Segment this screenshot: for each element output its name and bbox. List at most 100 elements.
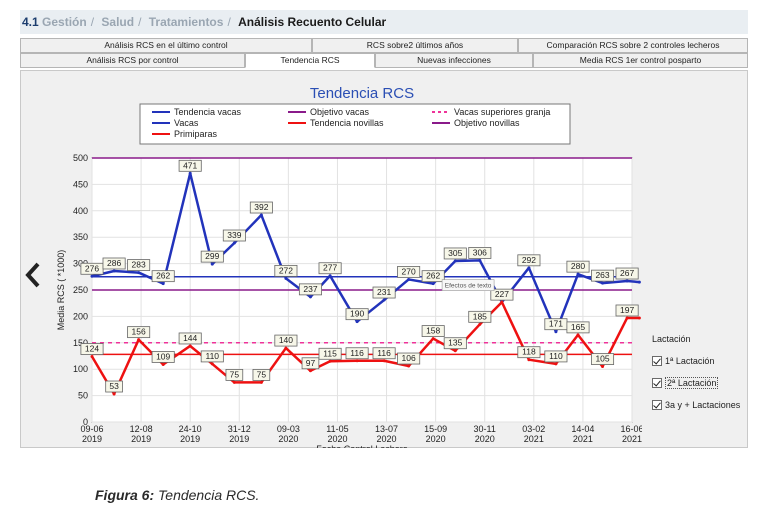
data-label: 339 (227, 230, 241, 240)
data-label-box (490, 288, 514, 301)
data-point (232, 380, 236, 384)
tab-rcs-por-control[interactable]: Análisis RCS por control (20, 53, 245, 68)
data-point (576, 272, 580, 276)
data-label: 158 (426, 326, 440, 336)
chart-title: Tendencia RCS (310, 85, 414, 102)
data-label-box (591, 269, 615, 282)
x-tick-label: 09-06 (80, 424, 103, 434)
data-point (355, 359, 359, 363)
data-label: 116 (377, 348, 391, 358)
x-tick-year: 2019 (82, 434, 102, 444)
data-point (478, 322, 482, 326)
data-label: 140 (279, 335, 293, 345)
data-label: 171 (549, 319, 563, 329)
data-label-box (443, 337, 467, 350)
data-point (431, 282, 435, 286)
tooltip-text: Efectos de texto (445, 283, 492, 290)
data-label-box (397, 266, 421, 278)
data-point (308, 295, 312, 299)
data-label-box (222, 229, 246, 242)
data-point (284, 276, 288, 280)
data-label: 135 (448, 338, 462, 348)
data-point (308, 369, 312, 373)
tab-nuevas-infecciones[interactable]: Nuevas infecciones (375, 53, 533, 68)
data-label: 106 (402, 353, 416, 363)
data-point (382, 359, 386, 363)
x-tick-year: 2020 (377, 434, 397, 444)
x-tick-label: 30-11 (474, 424, 496, 434)
data-label: 197 (620, 305, 634, 315)
x-tick-label: 16-06 (620, 424, 642, 434)
data-point (137, 338, 141, 342)
breadcrumb-gestion[interactable]: Gestión (42, 15, 87, 29)
legend-label: Vacas (174, 118, 199, 128)
x-tick-label: 14-04 (571, 424, 594, 434)
legend-label: Primiparas (174, 129, 218, 139)
data-point (210, 262, 214, 266)
option-1a-lactacion[interactable]: 1ª Lactación (652, 356, 714, 366)
data-point (554, 362, 558, 366)
x-tick-year: 2020 (278, 434, 298, 444)
tab-comparacion-rcs[interactable]: Comparación RCS sobre 2 controles lecher… (518, 38, 748, 53)
data-label-box (517, 254, 541, 267)
x-tick-year: 2019 (131, 434, 151, 444)
data-label: 272 (279, 265, 293, 275)
lactacion-title: Lactación (652, 334, 691, 344)
data-point (112, 269, 116, 273)
data-label: 471 (183, 160, 197, 170)
checkbox-3a-lactaciones[interactable] (652, 400, 662, 410)
caption-text: Tendencia RCS. (154, 487, 260, 503)
data-point (576, 333, 580, 337)
data-point (161, 362, 165, 366)
data-label: 306 (473, 247, 487, 257)
tab-bar: Análisis RCS en el último control RCS so… (20, 38, 748, 68)
data-label: 262 (426, 271, 440, 281)
chart-legend (139, 103, 571, 145)
checkbox-1a-lactacion[interactable] (652, 356, 662, 366)
data-label-box (127, 326, 151, 339)
data-point (90, 355, 94, 359)
tab-rcs-2-anos[interactable]: RCS sobre2 últimos años (312, 38, 518, 53)
data-label: 116 (350, 348, 364, 358)
data-label-box (615, 304, 639, 317)
breadcrumb-salud[interactable]: Salud (101, 15, 135, 29)
data-point (453, 349, 457, 353)
tab-row-1: Análisis RCS en el último control RCS so… (20, 38, 748, 53)
y-axis-label: Media RCS ( *1000) (56, 250, 66, 331)
data-point (625, 316, 629, 320)
chevron-left-icon[interactable] (24, 262, 42, 288)
y-tick-label: 0 (83, 417, 88, 427)
data-label: 110 (549, 351, 563, 361)
x-tick-label: 03-02 (522, 424, 545, 434)
data-point (637, 316, 641, 320)
data-label-box (274, 264, 298, 277)
checkbox-2a-lactacion[interactable] (652, 378, 662, 388)
tab-rcs-ultimo-control[interactable]: Análisis RCS en el último control (20, 38, 312, 53)
x-tick-year: 2020 (475, 434, 495, 444)
y-tick-label: 500 (73, 153, 88, 163)
breadcrumb-tratamientos[interactable]: Tratamientos (148, 15, 224, 29)
data-label-box (225, 368, 244, 381)
tab-tendencia-rcs[interactable]: Tendencia RCS (245, 53, 375, 68)
data-label-box (298, 283, 322, 296)
y-tick-label: 200 (73, 311, 88, 321)
data-label: 227 (495, 289, 509, 299)
y-tick-label: 350 (73, 232, 88, 242)
data-label-box (468, 247, 492, 259)
data-label: 277 (323, 263, 337, 273)
option-2a-lactacion[interactable]: 2ª Lactación (652, 377, 719, 389)
data-label-box (252, 368, 271, 381)
data-point (554, 330, 558, 334)
data-label-box (615, 267, 639, 280)
data-label-box (517, 346, 541, 359)
data-label: 105 (595, 354, 609, 364)
data-label: 267 (620, 268, 634, 278)
tab-media-rcs-posparto[interactable]: Media RCS 1er control posparto (533, 53, 748, 68)
data-point (259, 213, 263, 217)
data-label-box (421, 270, 445, 283)
data-point (453, 259, 457, 263)
data-point (601, 281, 605, 285)
x-tick-year: 2020 (327, 434, 347, 444)
data-point (112, 392, 116, 396)
option-3a-lactaciones[interactable]: 3a y + Lactaciones (652, 400, 740, 410)
